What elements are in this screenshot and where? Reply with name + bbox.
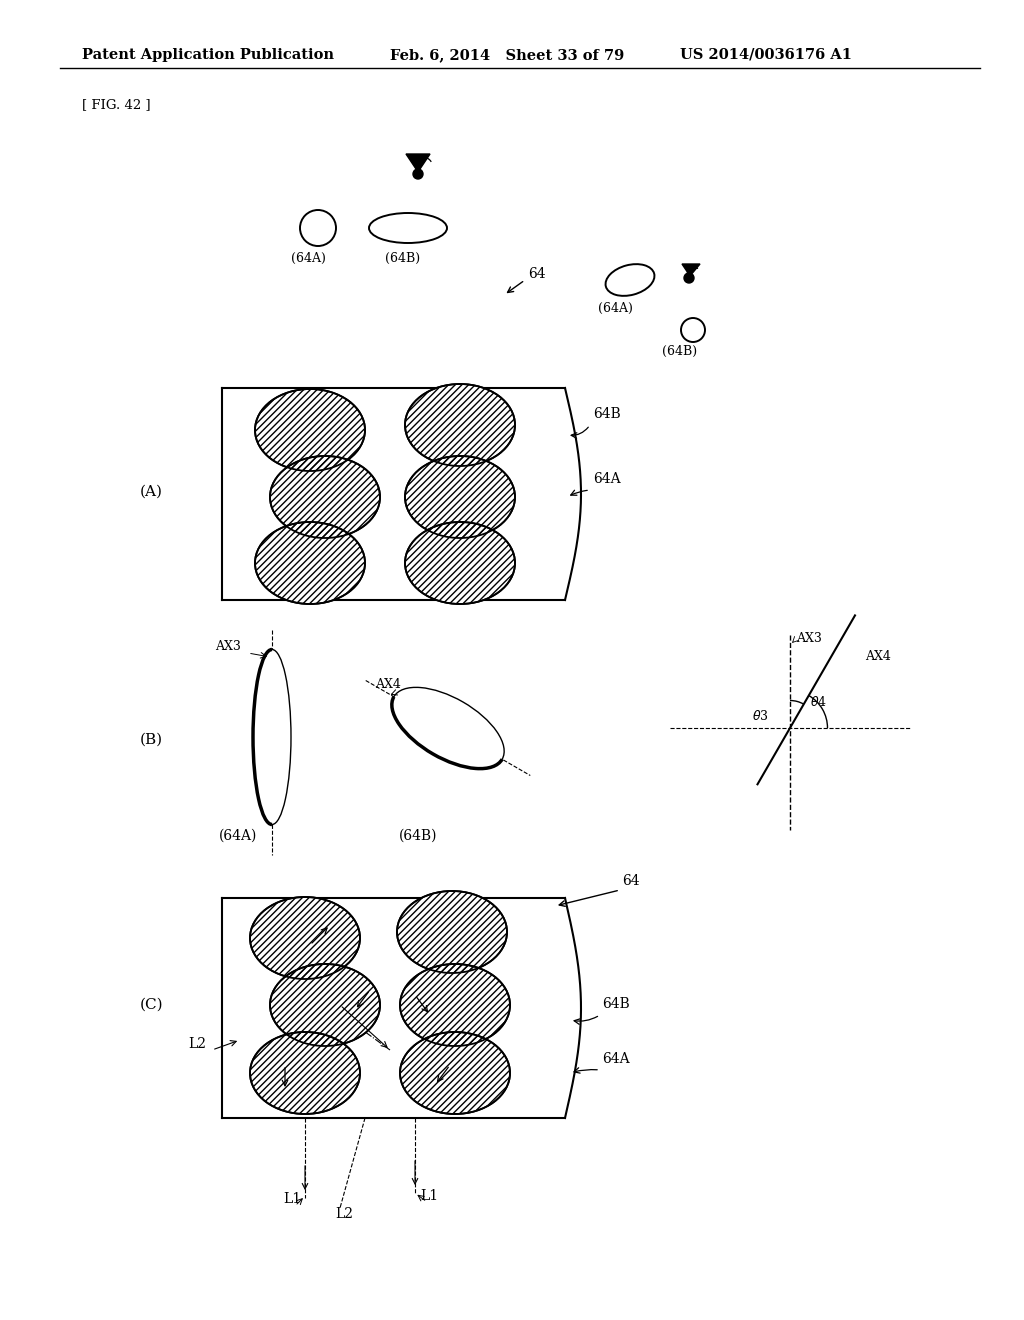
Text: (64A): (64A) <box>219 829 257 843</box>
Circle shape <box>684 273 694 282</box>
Text: L1: L1 <box>420 1189 438 1203</box>
Ellipse shape <box>253 649 291 825</box>
Text: AX3: AX3 <box>215 640 241 653</box>
Text: AX4: AX4 <box>865 649 891 663</box>
Text: 64A: 64A <box>602 1052 630 1067</box>
Ellipse shape <box>400 964 510 1045</box>
Text: $\theta$4: $\theta$4 <box>810 696 827 709</box>
Ellipse shape <box>369 213 447 243</box>
Ellipse shape <box>270 455 380 539</box>
Circle shape <box>413 169 423 180</box>
Text: L2: L2 <box>335 1206 353 1221</box>
Text: 64B: 64B <box>593 407 621 421</box>
Ellipse shape <box>250 1032 360 1114</box>
Polygon shape <box>406 154 430 172</box>
Text: 64B: 64B <box>602 997 630 1011</box>
Ellipse shape <box>406 384 515 466</box>
Text: [ FIG. 42 ]: [ FIG. 42 ] <box>82 98 151 111</box>
Text: AX3: AX3 <box>796 632 822 645</box>
Polygon shape <box>682 264 700 276</box>
Text: (64B): (64B) <box>398 829 437 843</box>
Text: (B): (B) <box>140 733 163 747</box>
Ellipse shape <box>255 521 365 605</box>
Text: (64A): (64A) <box>598 302 633 315</box>
Text: L2: L2 <box>188 1038 206 1051</box>
Ellipse shape <box>400 1032 510 1114</box>
Ellipse shape <box>406 521 515 605</box>
Ellipse shape <box>392 688 504 768</box>
Ellipse shape <box>270 964 380 1045</box>
Text: 64: 64 <box>622 874 640 888</box>
Ellipse shape <box>681 318 705 342</box>
Text: Patent Application Publication: Patent Application Publication <box>82 48 334 62</box>
Text: (A): (A) <box>140 484 163 499</box>
Ellipse shape <box>605 264 654 296</box>
Ellipse shape <box>300 210 336 246</box>
Text: Feb. 6, 2014   Sheet 33 of 79: Feb. 6, 2014 Sheet 33 of 79 <box>390 48 625 62</box>
Text: AX4: AX4 <box>375 678 400 690</box>
Text: L1: L1 <box>283 1192 301 1206</box>
Text: (64B): (64B) <box>385 252 421 265</box>
Text: $\theta$3: $\theta$3 <box>752 709 769 723</box>
Text: (C): (C) <box>140 998 164 1012</box>
Text: 64A: 64A <box>593 473 621 486</box>
Ellipse shape <box>406 455 515 539</box>
Text: 64: 64 <box>528 267 546 281</box>
Ellipse shape <box>397 891 507 973</box>
Text: US 2014/0036176 A1: US 2014/0036176 A1 <box>680 48 852 62</box>
Ellipse shape <box>250 898 360 979</box>
Text: (64B): (64B) <box>663 345 697 358</box>
Ellipse shape <box>255 389 365 471</box>
Text: (64A): (64A) <box>291 252 326 265</box>
